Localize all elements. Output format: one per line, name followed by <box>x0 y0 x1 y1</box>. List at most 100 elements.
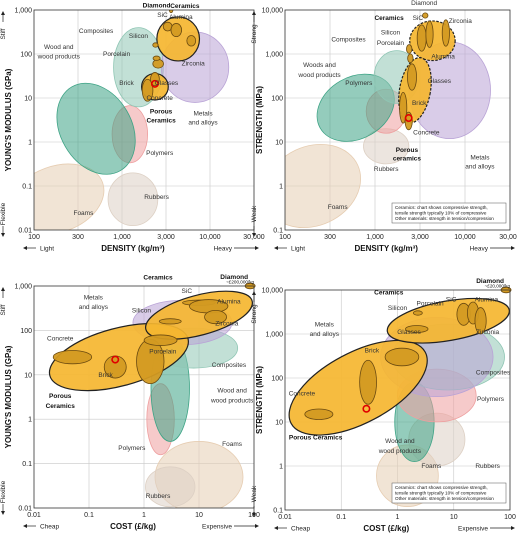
ceramic-diamond <box>168 10 174 14</box>
x-tick-label: 10,000 <box>199 234 221 241</box>
region-label: Metals <box>315 321 335 328</box>
region-label: and alloys <box>79 304 109 311</box>
chart-panel-3: Ceramics SiC Alumina Metals and alloys Silico… <box>0 274 260 531</box>
region-label: Zirconia <box>476 329 500 336</box>
material-marker <box>362 404 371 413</box>
y-tick-label: 0.01 <box>18 506 32 513</box>
ceramic-silicon <box>406 44 413 54</box>
region-label: Diamond <box>411 0 437 7</box>
region-label: SiC <box>182 288 193 295</box>
region-label: Ceramics <box>170 3 200 10</box>
ceramic-glasses <box>407 63 417 91</box>
y-high-label: Stiff <box>0 28 7 39</box>
x-axis-title: DENSITY (kg/m³) <box>355 244 419 253</box>
region-rubbers <box>145 466 196 508</box>
region-label: SiC <box>413 15 424 22</box>
region-label: Ceramics <box>374 15 404 22</box>
region-label: wood products <box>297 72 341 79</box>
x-tick-label: 3,000 <box>411 234 429 241</box>
y-tick-label: 0.1 <box>22 184 32 191</box>
x-tick-label: 10 <box>195 512 203 519</box>
x-high-arrowhead <box>511 526 515 530</box>
x-tick-label: 0.01 <box>27 512 41 519</box>
y-tick-label: 10 <box>275 420 283 427</box>
x-tick-label: 0.1 <box>336 514 346 521</box>
region-label: Brick <box>412 100 427 107</box>
x-low-arrowhead <box>23 524 27 528</box>
note-line: Ceramics: chart shows compressive streng… <box>395 485 488 490</box>
ceramic-silicon <box>152 42 159 48</box>
region-label: Porous <box>49 393 72 400</box>
ceramic-alumina <box>170 23 183 38</box>
region-label: Polymers <box>345 80 373 87</box>
region-wood-and-wood-products <box>56 82 136 175</box>
region-label: Polymers <box>118 445 146 452</box>
y-tick-label: 0.1 <box>22 461 32 468</box>
region-label: Diamond <box>143 2 171 9</box>
ceramic-diamond <box>422 12 429 19</box>
y-tick-label: 0.1 <box>273 508 283 515</box>
y-tick-label: 10 <box>275 140 283 147</box>
region-label: Silicon <box>132 308 152 315</box>
ceramic-glasses <box>143 334 178 346</box>
y-tick-label: 0.1 <box>273 228 283 235</box>
x-tick-label: 100 <box>504 514 516 521</box>
ceramic-concrete <box>304 408 334 420</box>
plot-frame <box>284 9 511 231</box>
ceramic-alumina <box>425 20 434 48</box>
y-axis-title: YOUNG'S MODULUS (GPa) <box>4 68 13 171</box>
region-label: Porous <box>396 147 419 154</box>
region-label: Rubbers <box>146 493 171 500</box>
diamond-label: Diamond <box>476 278 504 285</box>
region-label: Porcelain <box>417 300 444 307</box>
chart-panel-4: Ceramics SiC Alumina Silicon Porcelain Metals… <box>251 278 516 533</box>
x-tick-label: 1,000 <box>113 234 131 241</box>
material-marker <box>111 355 120 364</box>
y-low-arrowhead <box>252 513 256 517</box>
y-low-label: Weak <box>251 485 258 502</box>
region-label: Polymers <box>146 150 174 157</box>
plot-area <box>285 12 491 229</box>
region-label: Concrete <box>289 391 316 398</box>
x-tick-label: 30,000 <box>243 234 265 241</box>
x-tick-label: 1 <box>142 512 146 519</box>
region-label: Metals <box>470 155 490 162</box>
y-high-label: Stiff <box>0 304 7 315</box>
region-label: Zirconia <box>182 60 206 67</box>
x-low-arrowhead <box>274 246 278 250</box>
plot-frame <box>33 9 255 231</box>
y-low-label: Flexible <box>0 202 7 225</box>
region-label: ceramics <box>393 155 422 162</box>
y-tick-label: 1 <box>279 184 283 191</box>
y-high-label: Strong <box>251 304 258 324</box>
y-tick-label: 10 <box>24 96 32 103</box>
region-label: Foams <box>328 204 349 211</box>
x-tick-label: 300 <box>324 234 336 241</box>
region-label: Silicon <box>129 33 149 40</box>
y-axis-title: YOUNG'S MODULUS (GPa) <box>4 345 13 448</box>
x-tick-label: 100 <box>279 234 291 241</box>
x-tick-label: 300 <box>72 234 84 241</box>
note-line: Other materials: strength in tension/com… <box>395 496 494 501</box>
region-label: Concrete <box>146 95 173 102</box>
region-label: Porcelain <box>377 40 404 47</box>
x-low-label: Cheap <box>291 526 311 533</box>
region-label: Alumina <box>475 296 499 303</box>
y-tick-label: 1,000 <box>14 284 32 291</box>
region-label: Composites <box>476 370 511 377</box>
diamond-cost-label: ~£200,000/kg <box>226 280 254 285</box>
y-low-label: Flexible <box>0 480 7 503</box>
region-label: wood products <box>37 53 81 60</box>
region-label: Foams <box>222 441 243 448</box>
ceramic-porcelain <box>405 325 429 333</box>
region-label: Zirconia <box>449 18 473 25</box>
y-tick-label: 100 <box>271 96 283 103</box>
region-label: Glasses <box>428 78 452 85</box>
region-label: Glasses <box>155 80 179 87</box>
region-label: Brick <box>365 347 380 354</box>
region-foams <box>34 163 105 230</box>
x-tick-label: 10 <box>450 514 458 521</box>
y-axis-title: STRENGTH (MPa) <box>255 366 264 434</box>
region-label: Ceramics <box>374 289 404 296</box>
